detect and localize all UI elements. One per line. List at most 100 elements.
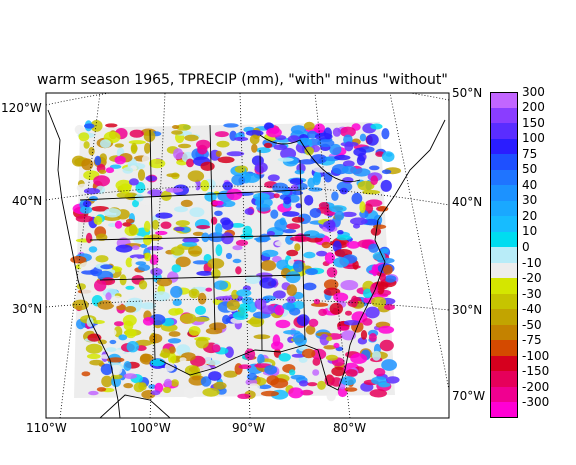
- precip-cell: [105, 292, 112, 301]
- precip-cell: [332, 127, 341, 137]
- precip-cell: [336, 235, 352, 241]
- precip-cell: [324, 252, 335, 264]
- precip-cell: [85, 232, 93, 244]
- precip-cell: [302, 348, 316, 359]
- precip-cell: [273, 144, 288, 151]
- precip-cell: [331, 191, 339, 201]
- precip-cell: [155, 230, 168, 236]
- precip-cell: [215, 296, 233, 301]
- precip-cell: [148, 384, 156, 390]
- precip-cell: [257, 354, 265, 365]
- precip-cell: [130, 142, 138, 154]
- precip-cell: [207, 258, 225, 269]
- precip-cell: [217, 156, 235, 164]
- precip-cell: [125, 218, 135, 224]
- precip-cell: [135, 339, 153, 347]
- precip-cell: [333, 342, 340, 349]
- precip-cell: [164, 378, 172, 388]
- precip-cell: [373, 368, 386, 377]
- precip-cell: [119, 183, 132, 194]
- precip-cell: [307, 382, 318, 387]
- precip-cell: [383, 264, 393, 275]
- precip-cell: [254, 162, 268, 173]
- precip-cell: [83, 188, 101, 195]
- precip-cell: [100, 264, 113, 270]
- precip-cell: [362, 190, 381, 195]
- precip-cell: [94, 155, 102, 166]
- precip-cell: [255, 197, 273, 208]
- precip-cell: [363, 288, 373, 299]
- precip-cell: [174, 206, 188, 213]
- precip-cell: [329, 143, 342, 156]
- precip-cell: [113, 326, 123, 338]
- precip-cell: [339, 187, 348, 195]
- precip-cell: [140, 302, 157, 310]
- precip-cell: [196, 225, 211, 229]
- precip-cell: [191, 376, 201, 381]
- precip-cell: [312, 174, 321, 186]
- precip-cell: [122, 222, 133, 227]
- precip-cell: [178, 143, 191, 149]
- precip-cell: [254, 298, 267, 310]
- precip-cell: [300, 389, 314, 396]
- precip-cell: [282, 229, 297, 234]
- precip-cell: [149, 333, 163, 344]
- precip-cell: [341, 165, 357, 175]
- precip-cell: [317, 139, 335, 148]
- precip-cell: [341, 211, 357, 217]
- precip-cell: [326, 336, 333, 342]
- precip-cell: [286, 296, 296, 304]
- precip-cell: [103, 208, 121, 218]
- colorbar-label: 150: [522, 115, 545, 130]
- precip-cell: [222, 314, 231, 325]
- precip-cell: [378, 325, 395, 334]
- precip-cell: [83, 123, 95, 129]
- precip-cell: [126, 341, 139, 353]
- precip-cell: [88, 246, 98, 253]
- precip-cell: [288, 369, 296, 376]
- precip-cell: [100, 139, 111, 149]
- precip-cell: [128, 224, 138, 236]
- precip-cell: [340, 376, 356, 386]
- colorbar-label: -10: [522, 255, 542, 270]
- precip-cell: [311, 302, 329, 307]
- precip-cell: [197, 292, 207, 305]
- precip-cell: [88, 390, 99, 396]
- precip-cell: [89, 196, 98, 202]
- precip-cell: [266, 127, 282, 138]
- precip-cell: [254, 237, 271, 241]
- colorbar-label: 30: [522, 193, 538, 208]
- precip-cell: [114, 155, 126, 165]
- precip-cell: [333, 257, 349, 268]
- precip-cell: [259, 277, 277, 289]
- precip-cell: [192, 260, 208, 265]
- precip-cell: [181, 241, 198, 247]
- precip-cell: [323, 279, 339, 290]
- precip-cell: [332, 240, 342, 253]
- precip-cell: [86, 353, 101, 360]
- precip-cell: [267, 174, 280, 182]
- precip-cell: [311, 348, 327, 360]
- precip-cell: [138, 264, 151, 271]
- precip-cell: [366, 133, 379, 146]
- precip-cell: [294, 169, 305, 175]
- precip-cell: [337, 230, 344, 235]
- precip-cell: [213, 381, 227, 390]
- colorbar-label: 50: [522, 162, 538, 177]
- precip-cell: [384, 304, 395, 311]
- precip-cell: [135, 182, 146, 194]
- colorbar-label: -150: [522, 364, 550, 379]
- lat-label-left-30n: 30°N: [12, 302, 42, 316]
- precip-cell: [360, 330, 368, 340]
- precip-cell: [122, 167, 134, 174]
- precip-cell: [326, 267, 338, 278]
- precip-cell: [377, 283, 385, 295]
- precip-cell: [81, 270, 99, 275]
- precip-cell: [150, 358, 165, 367]
- precip-cell: [297, 137, 313, 146]
- precip-cell: [303, 251, 316, 259]
- precip-cell: [128, 140, 146, 145]
- precip-cell: [167, 338, 182, 344]
- precip-cell: [282, 211, 300, 217]
- precip-cell: [286, 249, 299, 257]
